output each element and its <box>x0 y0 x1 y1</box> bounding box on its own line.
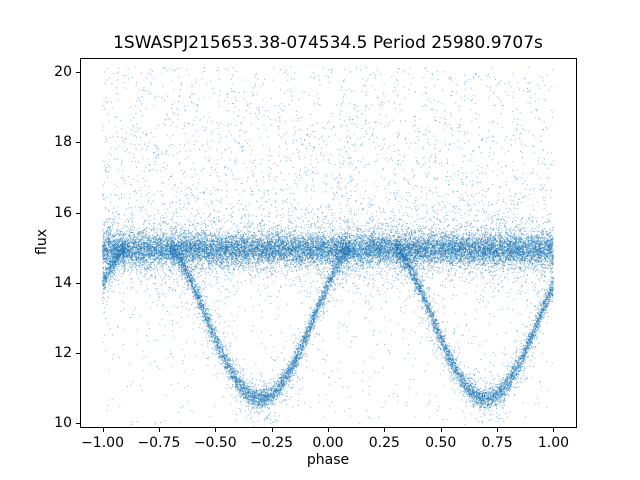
y-tick-mark <box>76 423 80 425</box>
x-tick-label: 0.25 <box>368 435 400 451</box>
y-tick-label: 10 <box>54 415 72 432</box>
y-axis-label: flux <box>34 229 50 255</box>
x-tick-label: −1.00 <box>81 435 124 451</box>
y-tick-label: 20 <box>54 64 72 81</box>
y-tick-mark <box>76 72 80 74</box>
x-tick-label: 0.00 <box>312 435 344 451</box>
x-tick-label: 1.00 <box>537 435 570 451</box>
x-tick-label: −0.75 <box>137 435 181 451</box>
y-tick-mark <box>76 353 80 355</box>
y-tick-mark <box>76 142 80 144</box>
x-tick-mark <box>158 428 160 432</box>
chart-title: 1SWASPJ215653.38-074534.5 Period 25980.9… <box>113 33 543 53</box>
x-tick-mark <box>102 428 104 432</box>
y-tick-label: 12 <box>54 345 72 362</box>
y-tick-mark <box>76 212 80 214</box>
x-tick-mark <box>271 428 273 432</box>
x-tick-label: −0.25 <box>250 435 294 451</box>
y-tick-label: 16 <box>54 204 72 221</box>
x-tick-mark <box>215 428 217 432</box>
x-tick-label: −0.50 <box>193 435 237 451</box>
x-tick-mark <box>440 428 442 432</box>
x-tick-label: 0.75 <box>481 435 513 451</box>
x-tick-label: 0.50 <box>425 435 457 451</box>
x-tick-mark <box>497 428 499 432</box>
x-axis-label: phase <box>306 452 350 468</box>
plot-area <box>80 58 577 428</box>
y-tick-label: 14 <box>54 274 72 291</box>
x-tick-mark <box>328 428 329 432</box>
x-tick-mark <box>384 428 386 432</box>
y-tick-mark <box>76 282 80 284</box>
x-tick-mark <box>553 428 555 432</box>
y-tick-label: 18 <box>54 134 72 151</box>
